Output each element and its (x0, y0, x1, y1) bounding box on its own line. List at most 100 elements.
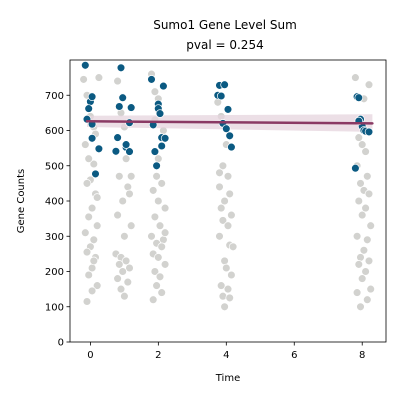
data-point-highlighted (121, 140, 131, 149)
data-point-other (113, 76, 122, 86)
data-point-other (361, 147, 370, 156)
data-point-other (89, 256, 99, 266)
data-point-highlighted (87, 134, 97, 143)
x-tick-label: 8 (359, 350, 365, 361)
data-point-other (87, 263, 97, 273)
data-point-other (147, 232, 156, 241)
data-point-other (84, 212, 93, 222)
data-point-other (220, 196, 229, 206)
chart-title: Sumo1 Gene Level Sum (153, 18, 297, 32)
data-point-other (157, 288, 166, 297)
data-point-other (89, 235, 99, 245)
data-point-other (354, 133, 364, 142)
data-point-highlighted (216, 91, 226, 101)
data-point-highlighted (354, 93, 364, 102)
data-point-highlighted (84, 104, 93, 113)
data-point-highlighted (87, 92, 97, 101)
y-tick-label: 600 (45, 126, 64, 137)
data-point-highlighted (111, 147, 121, 156)
data-point-highlighted (81, 61, 90, 70)
data-point-other (356, 302, 365, 312)
data-point-highlighted (94, 144, 104, 154)
data-point-other (92, 281, 102, 290)
chart-subtitle: pval = 0.254 (186, 38, 263, 52)
data-point-highlighted (113, 133, 122, 142)
data-point-other (150, 87, 160, 96)
x-tick-label: 4 (223, 350, 229, 361)
data-point-highlighted (152, 161, 161, 171)
x-tick-label: 2 (155, 350, 161, 361)
data-point-highlighted (159, 81, 168, 91)
data-point-other (354, 196, 364, 206)
data-point-other (157, 242, 166, 252)
data-point-other (351, 73, 360, 82)
data-point-other (225, 293, 234, 303)
data-point-other (227, 210, 236, 220)
y-tick-label: 500 (45, 161, 64, 172)
data-point-other (113, 210, 122, 220)
data-point-other (126, 221, 136, 230)
data-point-other (148, 295, 158, 304)
data-point-other (150, 267, 160, 276)
data-point-other (81, 140, 90, 149)
data-point-other (94, 73, 104, 82)
data-point-other (366, 284, 375, 294)
data-point-highlighted (220, 80, 229, 89)
data-point-other (361, 267, 370, 276)
y-axis-title: Gene Counts (16, 169, 27, 233)
data-point-other (118, 196, 127, 206)
data-point-other (82, 297, 92, 306)
x-tick-label: 0 (87, 350, 93, 361)
data-point-highlighted (351, 163, 360, 173)
data-point-other (123, 182, 133, 192)
data-point-other (125, 263, 134, 273)
data-point-other (223, 172, 233, 181)
data-point-other (160, 260, 170, 269)
data-point-other (222, 263, 231, 273)
data-point-other (363, 295, 372, 304)
data-point-other (121, 154, 131, 163)
plot-inner (79, 61, 375, 312)
data-point-other (216, 281, 226, 290)
data-point-other (220, 302, 229, 312)
data-point-other (115, 260, 124, 269)
data-point-highlighted (222, 124, 231, 133)
data-point-highlighted (126, 103, 136, 112)
data-point-highlighted (227, 142, 236, 152)
data-point-other (121, 256, 131, 266)
data-point-highlighted (147, 75, 156, 84)
data-point-other (356, 179, 365, 188)
data-point-other (155, 272, 165, 282)
data-point-other (356, 253, 365, 262)
data-point-other (152, 281, 161, 290)
data-point-other (81, 228, 90, 237)
data-point-other (216, 203, 226, 213)
data-point-other (148, 186, 158, 195)
data-point-other (87, 203, 97, 213)
data-point-other (223, 221, 233, 230)
data-point-other (361, 203, 370, 213)
data-point-highlighted (116, 63, 126, 73)
x-tick-label: 6 (291, 350, 297, 361)
data-point-highlighted (118, 93, 127, 102)
data-point-other (155, 221, 165, 230)
data-point-other (89, 159, 99, 169)
data-point-other (357, 274, 367, 283)
data-point-highlighted (157, 141, 166, 151)
data-point-other (82, 179, 92, 188)
data-point-other (125, 189, 134, 199)
y-tick-label: 300 (45, 232, 64, 243)
data-point-other (84, 154, 93, 163)
data-point-other (79, 75, 88, 84)
data-point-other (87, 286, 97, 296)
data-point-other (215, 168, 224, 178)
data-point-other (120, 291, 129, 301)
data-point-other (120, 232, 129, 241)
data-point-other (116, 284, 126, 294)
data-point-other (227, 270, 236, 280)
data-point-other (357, 210, 367, 220)
data-point-other (354, 260, 364, 269)
data-point-other (84, 270, 93, 280)
